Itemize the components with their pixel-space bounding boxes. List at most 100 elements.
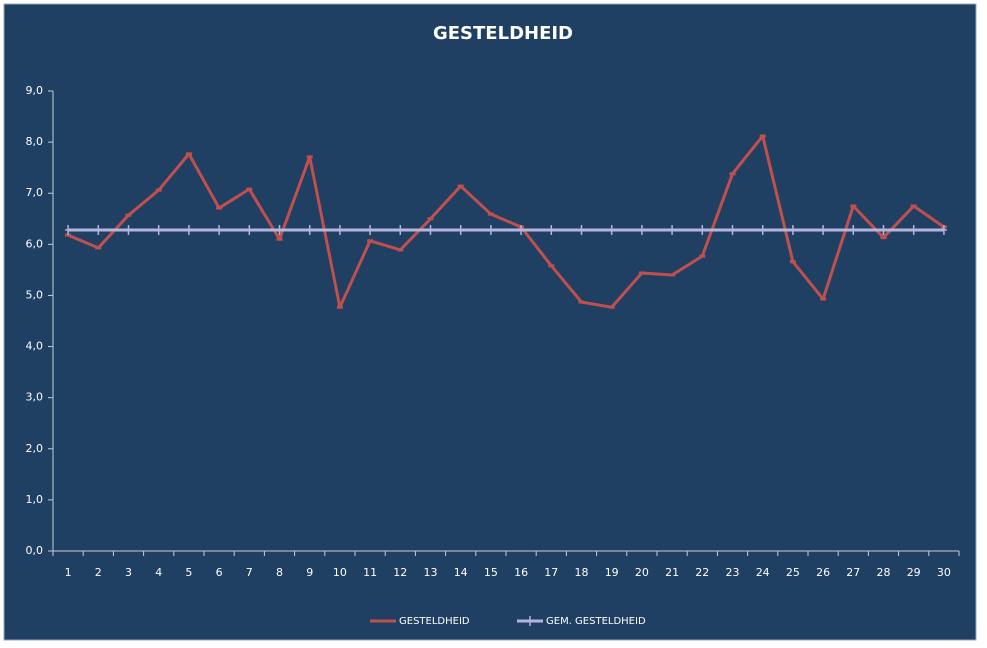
x-tick-label: 16 (514, 566, 528, 579)
x-tick-label: 14 (454, 566, 468, 579)
y-tick-label: 9,0 (26, 84, 44, 97)
data-point (729, 172, 736, 176)
data-point (397, 225, 404, 236)
data-point (789, 225, 796, 236)
data-point (759, 134, 766, 138)
data-point (820, 225, 827, 236)
data-point (246, 225, 253, 236)
x-tick-label: 21 (665, 566, 679, 579)
y-tick-label: 6,0 (26, 237, 44, 250)
x-tick-label: 24 (756, 566, 770, 579)
data-point (487, 225, 494, 236)
x-tick-label: 7 (246, 566, 253, 579)
x-tick-label: 26 (816, 566, 830, 579)
x-tick-label: 1 (65, 566, 72, 579)
data-point (880, 225, 887, 236)
data-point (759, 225, 766, 236)
data-point (638, 225, 645, 236)
x-tick-label: 29 (907, 566, 921, 579)
data-point (336, 305, 343, 309)
y-tick-label: 1,0 (26, 493, 44, 506)
data-point (578, 300, 585, 304)
data-point (95, 246, 102, 250)
x-tick-label: 30 (937, 566, 951, 579)
y-tick-label: 8,0 (26, 135, 44, 148)
x-tick-label: 25 (786, 566, 800, 579)
data-point (216, 225, 223, 236)
data-point (638, 271, 645, 275)
data-point (276, 237, 283, 241)
x-tick-label: 9 (306, 566, 313, 579)
data-point (246, 187, 253, 191)
x-tick-label: 19 (605, 566, 619, 579)
data-point (850, 204, 857, 208)
data-point (125, 225, 132, 236)
y-tick-label: 5,0 (26, 288, 44, 301)
x-tick-label: 22 (695, 566, 709, 579)
data-point (457, 225, 464, 236)
x-tick-label: 8 (276, 566, 283, 579)
data-point (940, 225, 947, 236)
data-point (397, 248, 404, 252)
legend-label: GESTELDHEID (399, 616, 470, 627)
chart-background (3, 3, 977, 641)
x-tick-label: 12 (393, 566, 407, 579)
data-point (910, 204, 917, 208)
data-point (578, 225, 585, 236)
data-point (185, 225, 192, 236)
data-point (95, 225, 102, 236)
series-line (67, 134, 945, 309)
data-point (306, 225, 313, 236)
data-point (699, 225, 706, 236)
y-tick-label: 3,0 (26, 391, 44, 404)
x-tick-label: 2 (95, 566, 102, 579)
data-point (608, 305, 615, 309)
data-point (155, 225, 162, 236)
data-point (820, 297, 827, 301)
x-tick-label: 23 (726, 566, 740, 579)
data-point (155, 188, 162, 192)
x-tick-label: 17 (544, 566, 558, 579)
x-tick-label: 3 (125, 566, 132, 579)
x-tick-label: 5 (185, 566, 192, 579)
data-point (65, 225, 72, 236)
x-tick-label: 13 (424, 566, 438, 579)
x-tick-label: 18 (575, 566, 589, 579)
x-tick-label: 28 (877, 566, 891, 579)
data-point (699, 254, 706, 258)
data-point (65, 233, 72, 237)
data-point (669, 273, 676, 277)
x-tick-label: 27 (846, 566, 860, 579)
data-point (427, 217, 434, 221)
data-point (729, 225, 736, 236)
data-point (125, 213, 132, 217)
data-point (669, 225, 676, 236)
x-tick-label: 10 (333, 566, 347, 579)
data-point (185, 152, 192, 156)
data-point (216, 206, 223, 210)
data-point (910, 225, 917, 236)
x-tick-label: 4 (155, 566, 162, 579)
data-point (548, 225, 555, 236)
x-tick-label: 20 (635, 566, 649, 579)
y-tick-label: 4,0 (26, 340, 44, 353)
x-tick-label: 11 (363, 566, 377, 579)
x-tick-label: 6 (216, 566, 223, 579)
data-point (548, 264, 555, 268)
legend-label: GEM. GESTELDHEID (546, 616, 646, 627)
data-point (789, 260, 796, 264)
data-point (336, 225, 343, 236)
chart-title: GESTELDHEID (433, 23, 573, 44)
y-tick-label: 2,0 (26, 442, 44, 455)
data-point (457, 184, 464, 188)
y-tick-label: 7,0 (26, 186, 44, 199)
data-point (367, 239, 374, 243)
y-tick-label: 0,0 (26, 544, 44, 557)
data-point (850, 225, 857, 236)
data-point (518, 225, 525, 236)
data-point (880, 236, 887, 240)
data-point (487, 212, 494, 216)
data-point (276, 225, 283, 236)
